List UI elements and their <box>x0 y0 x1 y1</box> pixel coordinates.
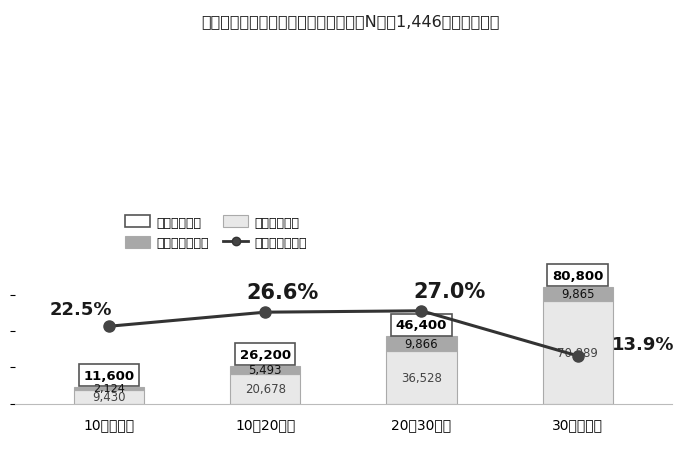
Text: 9,866: 9,866 <box>405 338 438 350</box>
Text: 5,493: 5,493 <box>248 364 282 376</box>
Text: 80,800: 80,800 <box>552 269 603 282</box>
Bar <box>542 301 613 404</box>
Text: 9,865: 9,865 <box>561 288 594 301</box>
Text: 70,889: 70,889 <box>557 346 598 359</box>
Text: 2,124: 2,124 <box>93 384 125 394</box>
Text: 22.5%: 22.5% <box>50 301 112 318</box>
Bar <box>230 374 300 404</box>
Text: 26,200: 26,200 <box>239 348 290 361</box>
Bar <box>74 390 144 404</box>
Text: 20,678: 20,678 <box>244 382 286 395</box>
Bar <box>386 351 456 404</box>
Bar <box>386 337 456 351</box>
Bar <box>230 366 300 374</box>
Text: 11,600: 11,600 <box>83 369 134 382</box>
Text: 13.9%: 13.9% <box>612 335 675 353</box>
Text: 27.0%: 27.0% <box>414 282 486 301</box>
Bar <box>74 387 144 390</box>
Text: 9,430: 9,430 <box>92 390 125 404</box>
Text: 26.6%: 26.6% <box>246 283 318 303</box>
Bar <box>542 287 613 301</box>
Text: 46,400: 46,400 <box>395 318 447 332</box>
Text: 36,528: 36,528 <box>401 371 442 384</box>
Text: 月額費別　管理費値上げ額・値上率　N値＝1,446（ホーム数）: 月額費別 管理費値上げ額・値上率 N値＝1,446（ホーム数） <box>201 14 499 29</box>
Legend: 合計額（円）, 値上げ額（円）, 旧価格（円）, 値上げ率（％）: 合計額（円）, 値上げ額（円）, 旧価格（円）, 値上げ率（％） <box>120 211 312 255</box>
